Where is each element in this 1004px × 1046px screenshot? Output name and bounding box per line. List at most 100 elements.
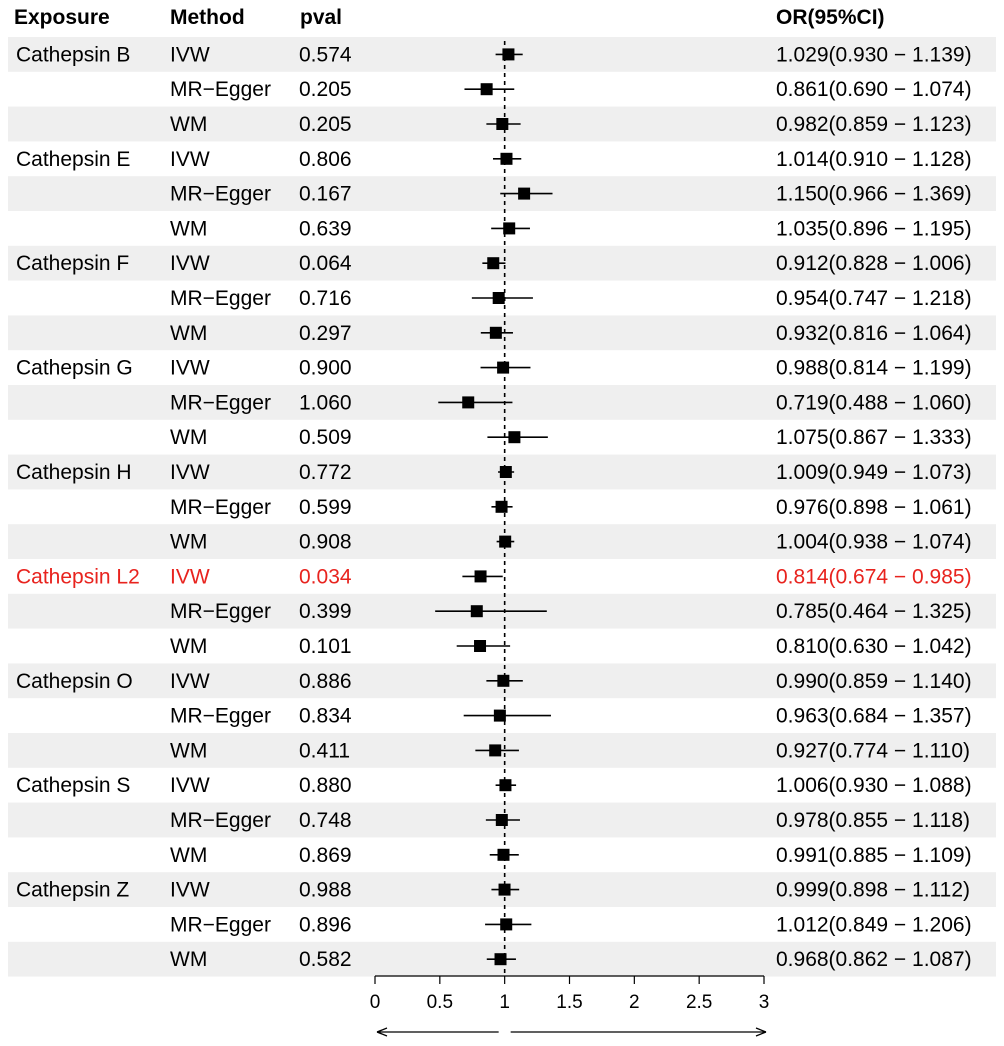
point-estimate: [496, 118, 509, 130]
point-estimate: [497, 674, 510, 687]
exposure-label: Cathepsin H: [16, 461, 132, 484]
x-tick-label: 2: [629, 992, 640, 1013]
method-label: MR−Egger: [170, 78, 271, 101]
method-label: IVW: [170, 565, 210, 588]
pval-value: 0.297: [299, 322, 352, 345]
pval-value: 0.574: [299, 43, 352, 66]
point-estimate: [518, 187, 531, 200]
x-tick-label: 0: [370, 992, 381, 1013]
pval-value: 0.716: [299, 287, 352, 310]
point-estimate: [487, 257, 500, 270]
point-estimate: [495, 814, 508, 826]
or-ci-value: 0.999(0.898 − 1.112): [776, 879, 970, 902]
header-exposure: Exposure: [14, 6, 110, 29]
or-ci-value: 1.004(0.938 − 1.074): [776, 531, 972, 554]
pval-value: 0.869: [299, 844, 352, 867]
point-estimate: [495, 500, 508, 513]
method-label: WM: [170, 322, 207, 345]
exposure-label: Cathepsin Z: [16, 879, 129, 902]
or-ci-value: 0.861(0.690 − 1.074): [776, 78, 972, 101]
point-estimate: [499, 779, 512, 792]
x-axis: 0 0.5 1 1.5 2 2.5 3: [370, 975, 770, 1037]
pval-value: 0.806: [299, 148, 352, 171]
pval-value: 0.886: [299, 670, 352, 693]
or-ci-value: 0.954(0.747 − 1.218): [776, 287, 972, 310]
or-ci-value: 0.912(0.828 − 1.006): [776, 252, 972, 275]
method-label: WM: [170, 948, 207, 971]
pval-value: 0.908: [299, 531, 352, 554]
point-estimate: [470, 605, 483, 618]
x-tick-label: 1: [499, 992, 510, 1013]
point-estimate: [500, 152, 513, 165]
method-label: MR−Egger: [170, 183, 271, 206]
method-label: IVW: [170, 357, 210, 380]
or-ci-value: 0.814(0.674 − 0.985): [776, 565, 972, 588]
pval-value: 0.101: [299, 635, 352, 658]
point-estimate: [508, 431, 521, 444]
left-arrow-head: [376, 1027, 388, 1037]
point-estimate: [499, 535, 512, 548]
or-ci-value: 0.968(0.862 − 1.087): [776, 948, 972, 971]
method-label: MR−Egger: [170, 913, 271, 936]
x-tick-label: 1.5: [556, 992, 582, 1013]
pval-value: 0.900: [299, 357, 352, 380]
or-ci-value: 1.014(0.910 − 1.128): [776, 148, 972, 171]
point-estimate: [474, 640, 487, 652]
pval-value: 0.034: [299, 565, 352, 588]
pval-value: 1.060: [299, 391, 352, 414]
or-ci-value: 1.075(0.867 − 1.333): [776, 426, 972, 449]
method-label: WM: [170, 113, 207, 136]
pval-value: 0.748: [299, 809, 352, 832]
or-ci-value: 0.719(0.488 − 1.060): [776, 391, 972, 414]
method-label: MR−Egger: [170, 600, 271, 623]
pval-value: 0.205: [299, 78, 352, 101]
or-ci-value: 1.009(0.949 − 1.073): [776, 461, 972, 484]
method-label: WM: [170, 426, 207, 449]
method-label: IVW: [170, 252, 210, 275]
column-headers: Exposure Method pval OR(95%CI): [14, 6, 885, 29]
pval-value: 0.772: [299, 461, 352, 484]
method-label: WM: [170, 844, 207, 867]
method-label: IVW: [170, 879, 210, 902]
or-ci-value: 0.990(0.859 − 1.140): [776, 670, 972, 693]
x-tick-label: 0.5: [427, 992, 453, 1013]
point-estimate: [497, 848, 510, 861]
point-estimate: [474, 570, 487, 583]
pval-value: 0.205: [299, 113, 352, 136]
or-ci-value: 0.963(0.684 − 1.357): [776, 705, 972, 728]
or-ci-value: 0.927(0.774 − 1.110): [776, 739, 970, 762]
or-ci-value: 1.035(0.896 − 1.195): [776, 217, 972, 240]
exposure-label: Cathepsin B: [16, 43, 130, 66]
method-label: WM: [170, 635, 207, 658]
pval-value: 0.880: [299, 774, 352, 797]
pval-value: 0.411: [299, 739, 350, 762]
or-ci-value: 0.978(0.855 − 1.118): [776, 809, 970, 832]
or-ci-value: 0.810(0.630 − 1.042): [776, 635, 972, 658]
pval-value: 0.834: [299, 705, 352, 728]
point-estimate: [480, 83, 493, 96]
pval-value: 0.599: [299, 496, 352, 519]
pval-value: 0.896: [299, 913, 352, 936]
or-ci-value: 1.150(0.966 − 1.369): [776, 183, 972, 206]
or-ci-value: 0.785(0.464 − 1.325): [776, 600, 972, 623]
point-estimate: [499, 466, 512, 478]
method-label: MR−Egger: [170, 496, 271, 519]
point-estimate: [489, 326, 502, 339]
exposure-label: Cathepsin L2: [16, 565, 140, 588]
method-label: MR−Egger: [170, 391, 271, 414]
exposure-label: Cathepsin E: [16, 148, 130, 171]
point-estimate: [494, 953, 507, 966]
pval-value: 0.582: [299, 948, 352, 971]
method-label: MR−Egger: [170, 809, 271, 832]
header-pval: pval: [300, 6, 342, 29]
or-ci-value: 0.932(0.816 − 1.064): [776, 322, 972, 345]
x-tick-label: 3: [759, 992, 770, 1013]
method-label: MR−Egger: [170, 705, 271, 728]
point-estimate: [502, 48, 515, 61]
or-ci-value: 1.006(0.930 − 1.088): [776, 774, 972, 797]
or-ci-value: 0.991(0.885 − 1.109): [776, 844, 972, 867]
exposure-label: Cathepsin S: [16, 774, 130, 797]
pval-value: 0.167: [299, 183, 352, 206]
point-estimate: [500, 918, 513, 931]
